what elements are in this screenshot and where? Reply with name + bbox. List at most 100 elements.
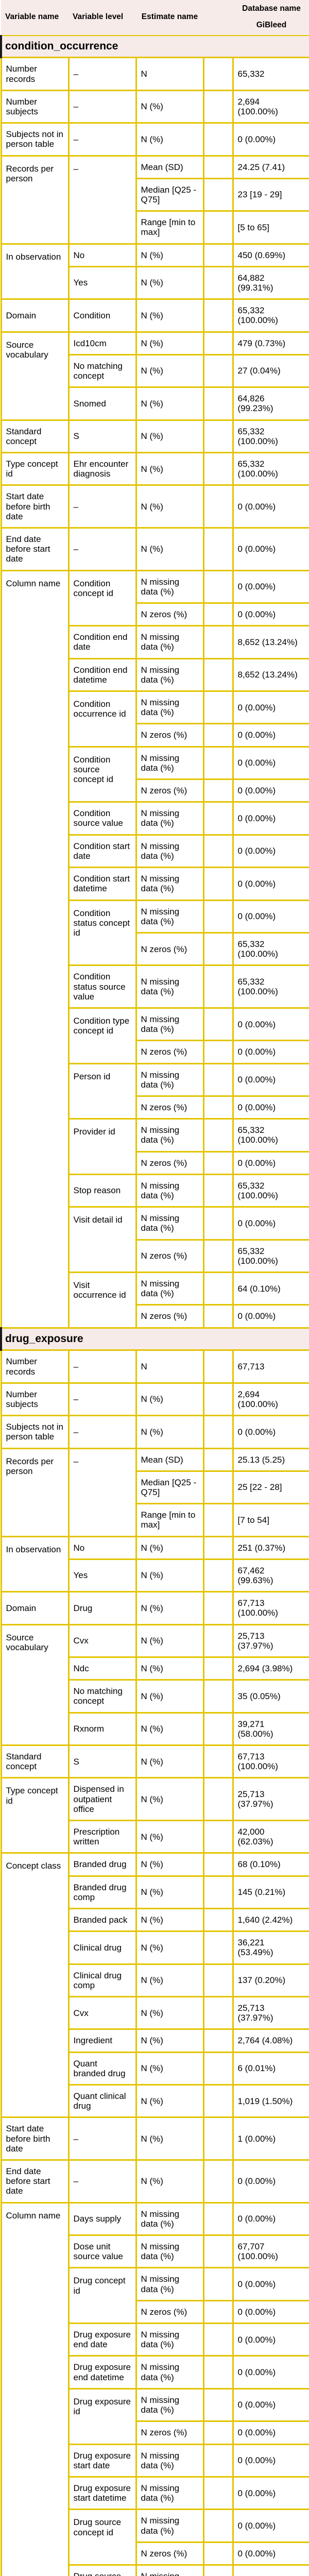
estimate-name-cell: N (%)	[135, 331, 204, 355]
table-row: N zeros (%) 0 (0.00%)	[1, 723, 309, 748]
value-cell: 6 (0.01%)	[232, 2051, 309, 2086]
value-cell: 0 (0.00%)	[232, 2355, 309, 2389]
column-header-variable-name: Variable name	[1, 0, 68, 36]
spacer-cell	[202, 964, 234, 1009]
spacer-cell	[202, 834, 234, 869]
value-cell: 0 (0.00%)	[232, 2299, 309, 2325]
spacer-cell	[202, 1415, 234, 1449]
spacer-cell	[202, 484, 234, 529]
spacer-cell	[202, 1206, 234, 1241]
value-cell: 39,271 (58.00%)	[232, 1711, 309, 1746]
spacer-cell	[202, 2476, 234, 2511]
estimate-name-cell: N missing data (%)	[135, 2323, 204, 2357]
spacer-cell	[202, 2541, 234, 2566]
table-row: N zeros (%) 0 (0.00%)	[1, 2299, 309, 2325]
value-cell: 0 (0.00%)	[232, 1150, 309, 1175]
variable-name-cell: Domain	[0, 1591, 70, 1625]
variable-level-cell: Quant branded drug	[67, 2051, 137, 2086]
value-cell: 42,000 (62.03%)	[232, 1819, 309, 1854]
estimate-name-cell: N (%)	[135, 298, 204, 333]
variable-level-cell: Branded drug	[67, 1852, 137, 1877]
spacer-cell	[202, 1656, 234, 1681]
estimate-name-cell: N (%)	[135, 353, 204, 388]
spacer-cell	[202, 2028, 234, 2053]
spacer-cell	[202, 690, 234, 725]
estimate-name-cell: N missing data (%)	[135, 2443, 204, 2478]
value-cell: 1 (0.00%)	[232, 2116, 309, 2161]
estimate-name-cell: N zeros (%)	[135, 1150, 204, 1175]
estimate-name-cell: Range [min to max]	[135, 210, 204, 245]
estimate-name-cell: N missing data (%)	[135, 569, 204, 604]
value-cell: 64 (0.10%)	[232, 1271, 309, 1306]
estimate-name-cell: N (%)	[135, 1819, 204, 1854]
variable-name-cell: Number records	[0, 57, 70, 91]
value-cell: 0 (0.00%)	[232, 527, 309, 571]
estimate-name-cell: N	[135, 57, 204, 91]
table-row: Number subjects – N (%) 2,694 (100.00%)	[0, 1382, 309, 1417]
value-cell: 0 (0.00%)	[232, 1007, 309, 1042]
spacer-cell	[202, 1007, 234, 1042]
variable-level-cell: –	[67, 122, 137, 157]
table-row: Condition end datetime N missing data (%)…	[1, 657, 309, 692]
spacer-cell	[202, 353, 234, 388]
estimate-name-cell: N missing data (%)	[135, 1173, 204, 1208]
table-row: N zeros (%) 0 (0.00%)	[1, 778, 309, 803]
spacer-cell	[202, 625, 234, 659]
variable-name-cell: Type concept id	[0, 452, 70, 486]
spacer-cell	[202, 1777, 234, 1821]
value-cell: 65,332 (100.00%)	[232, 298, 309, 333]
estimate-name-cell: Mean (SD)	[135, 1447, 204, 1472]
variable-level-cell: Condition status source value	[67, 964, 137, 1009]
spacer-cell	[202, 657, 234, 692]
spacer-cell	[202, 2387, 234, 2422]
value-cell: 67,713 (100.00%)	[232, 1744, 309, 1779]
estimate-name-cell: N (%)	[135, 1711, 204, 1746]
variable-level-cell: Dose unit source value	[67, 2234, 137, 2269]
spacer-cell	[202, 1447, 234, 1472]
table-row: Rxnorm N (%) 39,271 (58.00%)	[1, 1711, 309, 1746]
table-row: Column name Days supply N missing data (%)…	[0, 2201, 309, 2576]
table-row: Records per person – Mean (SD) 25.13 (5.25)	[0, 1447, 309, 1537]
value-cell: 67,707 (100.00%)	[232, 2234, 309, 2269]
table-row: Yes N (%) 67,462 (99.63%)	[1, 1558, 309, 1593]
value-cell: 0 (0.00%)	[232, 2443, 309, 2478]
table-row: Dose unit source value N missing data (%)…	[1, 2234, 309, 2269]
value-cell: 23 [19 - 29]	[232, 177, 309, 212]
variable-level-cell: Condition status concept id	[67, 899, 137, 967]
estimate-name-cell: N missing data (%)	[135, 801, 204, 836]
spacer-cell	[202, 1150, 234, 1175]
value-cell: 2,764 (4.08%)	[232, 2028, 309, 2053]
table-row: Person id N missing data (%) 0 (0.00%)	[1, 1062, 309, 1120]
table-row: No matching concept N (%) 27 (0.04%)	[1, 353, 309, 388]
value-cell: 2,694 (100.00%)	[232, 89, 309, 124]
variable-name-cell: Subjects not in person table	[0, 1415, 70, 1449]
spacer-cell	[202, 2051, 234, 2086]
table-row: Stop reason N missing data (%) 65,332 (100…	[1, 1173, 309, 1208]
estimate-name-cell: N (%)	[135, 1415, 204, 1449]
table-row: Branded drug comp N (%) 145 (0.21%)	[1, 1875, 309, 1910]
estimate-name-cell: N missing data (%)	[135, 1271, 204, 1306]
table-row: N zeros (%) 0 (0.00%)	[1, 2541, 309, 2566]
variable-name-cell: Number subjects	[0, 1382, 70, 1417]
table-row: Subjects not in person table – N (%) 0 (0.0…	[0, 122, 309, 157]
variable-level-cell: –	[67, 1382, 137, 1417]
variable-level-cell: No	[67, 243, 137, 267]
table-row: End date before start date – N (%) 0 (0.00%…	[0, 527, 309, 571]
table-row: In observation No N (%) 450 (0.69%)	[0, 243, 309, 300]
spacer-cell	[202, 1095, 234, 1120]
column-header-estimate-name: Estimate name	[136, 0, 203, 36]
variable-name-cell: Start date before birth date	[0, 2116, 70, 2161]
estimate-name-cell: N (%)	[135, 2051, 204, 2086]
table-row: Clinical drug N (%) 36,221 (53.49%)	[1, 1930, 309, 1965]
value-cell: 137 (0.20%)	[232, 1963, 309, 1998]
spacer-cell	[202, 801, 234, 836]
value-cell: 64,826 (99.23%)	[232, 386, 309, 421]
estimate-name-cell: N zeros (%)	[135, 723, 204, 748]
estimate-name-cell: Median [Q25 - Q75]	[135, 1470, 204, 1505]
value-cell: 0 (0.00%)	[232, 122, 309, 157]
variable-level-cell: Condition occurrence id	[67, 690, 137, 748]
value-cell: 1,019 (1.50%)	[232, 2084, 309, 2119]
variable-name-cell: Subjects not in person table	[0, 122, 70, 157]
